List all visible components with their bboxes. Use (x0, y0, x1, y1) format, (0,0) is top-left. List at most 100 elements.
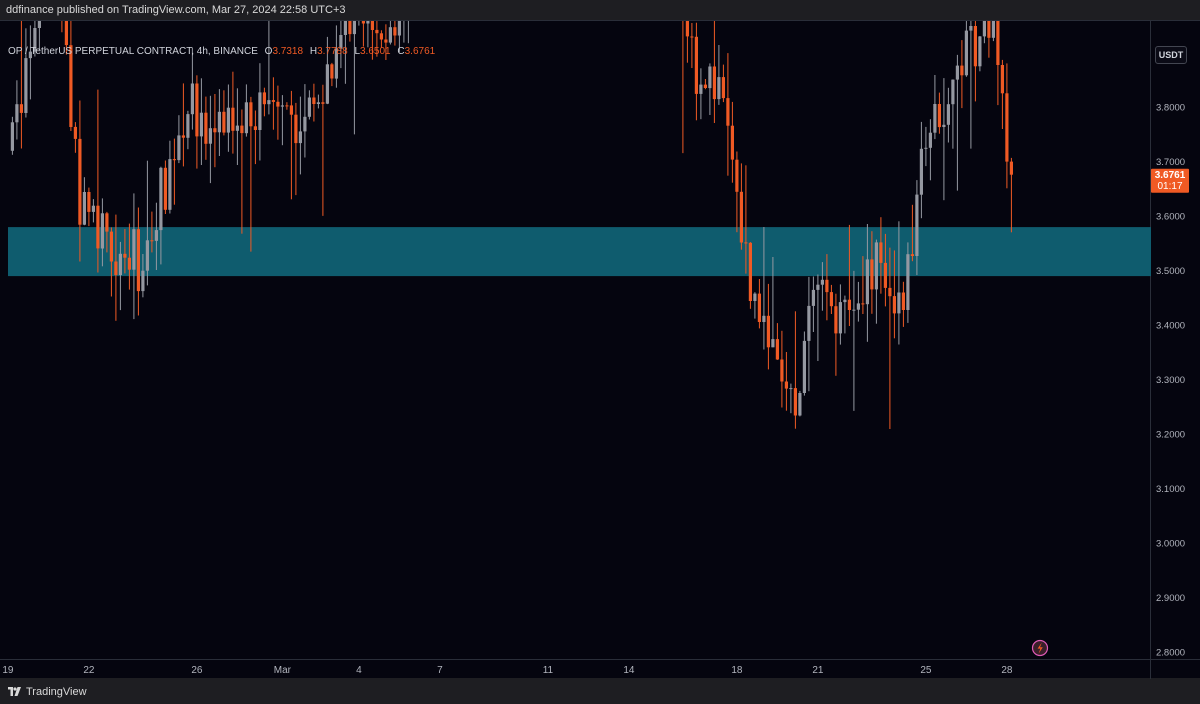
candle-body (352, 21, 356, 35)
candle-body (312, 97, 316, 104)
candle-body (235, 125, 239, 131)
candle-body (258, 92, 262, 130)
alert-lightning-icon[interactable] (1031, 639, 1049, 657)
candle-body (204, 112, 208, 144)
time-tick-label: 22 (83, 665, 95, 676)
candle-body (694, 36, 698, 94)
candle-body (330, 64, 334, 79)
chart-canvas[interactable]: 5.00004.90004.80004.70004.60004.50004.40… (0, 21, 1200, 679)
candle-body (870, 259, 874, 290)
candle-body (987, 21, 991, 38)
candle-body (177, 135, 181, 161)
candle-body (132, 229, 136, 270)
low-value: 3.6501 (360, 46, 391, 57)
candle-body (973, 26, 977, 67)
candle-body (879, 242, 883, 263)
candle-body (78, 138, 82, 225)
time-tick-label: 18 (731, 665, 743, 676)
candle-body (73, 126, 77, 139)
candle-body (348, 21, 352, 35)
candles-layer (10, 21, 1013, 429)
candle-body (942, 124, 946, 127)
candle-body (28, 51, 32, 59)
candle-body (19, 104, 23, 113)
candle-body (262, 92, 266, 105)
candle-body (802, 340, 806, 393)
candle-body (199, 112, 203, 137)
candle-body (136, 229, 140, 292)
time-axis[interactable]: 19 22 26 Mar 4 7 11 14 18 21 25 28 (2, 665, 1013, 676)
candle-body (708, 66, 712, 89)
candle-body (294, 114, 298, 144)
candle-body (793, 388, 797, 416)
candle-body (316, 102, 320, 104)
candle-body (339, 35, 343, 49)
candle-body (820, 279, 824, 285)
candle-body (919, 148, 923, 195)
candle-body (933, 104, 937, 133)
candle-body (735, 159, 739, 192)
candle-body (712, 66, 716, 100)
candle-body (37, 21, 41, 28)
candle-body (366, 21, 370, 24)
candle-body (10, 122, 14, 151)
candle-body (370, 21, 374, 30)
candle-body (906, 254, 910, 310)
candle-body (109, 231, 113, 262)
open-label: O (264, 46, 273, 57)
candle-body (285, 105, 289, 107)
candle-body (397, 21, 401, 36)
candle-body (249, 102, 253, 127)
candle-body (240, 125, 244, 134)
candle-body (114, 261, 118, 275)
candle-body (703, 84, 707, 88)
candle-body (834, 306, 838, 334)
price-tick-label: 3.6000 (1156, 212, 1185, 223)
support-zone[interactable] (8, 227, 1151, 277)
candle-body (208, 128, 212, 144)
candle-body (775, 339, 779, 360)
candle-body (874, 242, 878, 290)
candle-body (838, 302, 842, 334)
candle-body (978, 36, 982, 67)
candle-body (748, 242, 752, 301)
candle-body (1009, 161, 1013, 175)
candle-body (168, 159, 172, 210)
candle-body (289, 105, 293, 115)
price-tick-label: 3.4000 (1156, 321, 1185, 332)
candle-body (375, 29, 379, 34)
candle-body (924, 147, 928, 149)
price-tick-label: 3.5000 (1156, 266, 1185, 277)
candle-body (1000, 65, 1004, 94)
candle-body (964, 30, 968, 76)
candle-body (865, 259, 869, 305)
time-tick-label: 11 (543, 665, 554, 676)
time-tick-label: 25 (920, 665, 932, 676)
currency-button[interactable]: USDT (1155, 46, 1187, 64)
candle-body (825, 279, 829, 293)
close-label: C (397, 46, 405, 57)
candle-body (267, 100, 271, 105)
candle-body (753, 293, 757, 301)
candle-body (222, 111, 226, 133)
candle-body (892, 296, 896, 314)
price-axis[interactable]: 5.00004.90004.80004.70004.60004.50004.40… (1156, 21, 1185, 659)
candle-body (195, 83, 199, 137)
price-tag-layer: 3.6761 01:17 (1151, 168, 1189, 193)
candle-body (150, 240, 154, 242)
footer-branding: TradingView (0, 680, 1200, 704)
candle-body (699, 84, 703, 94)
candle-body (127, 257, 131, 270)
price-tick-label: 3.2000 (1156, 430, 1185, 441)
candle-body (915, 194, 919, 256)
candle-body (910, 254, 914, 256)
candle-body (244, 102, 248, 134)
candle-body (996, 21, 1000, 65)
time-tick-label: 19 (2, 665, 14, 676)
candle-body (780, 359, 784, 382)
price-tick-label: 3.3000 (1156, 375, 1185, 386)
candle-body (883, 262, 887, 288)
symbol-legend[interactable]: OP / TetherUS PERPETUAL CONTRACT, 4h, BI… (8, 45, 435, 59)
price-tick-label: 3.1000 (1156, 484, 1185, 495)
chart-frame[interactable]: 5.00004.90004.80004.70004.60004.50004.40… (0, 20, 1200, 679)
